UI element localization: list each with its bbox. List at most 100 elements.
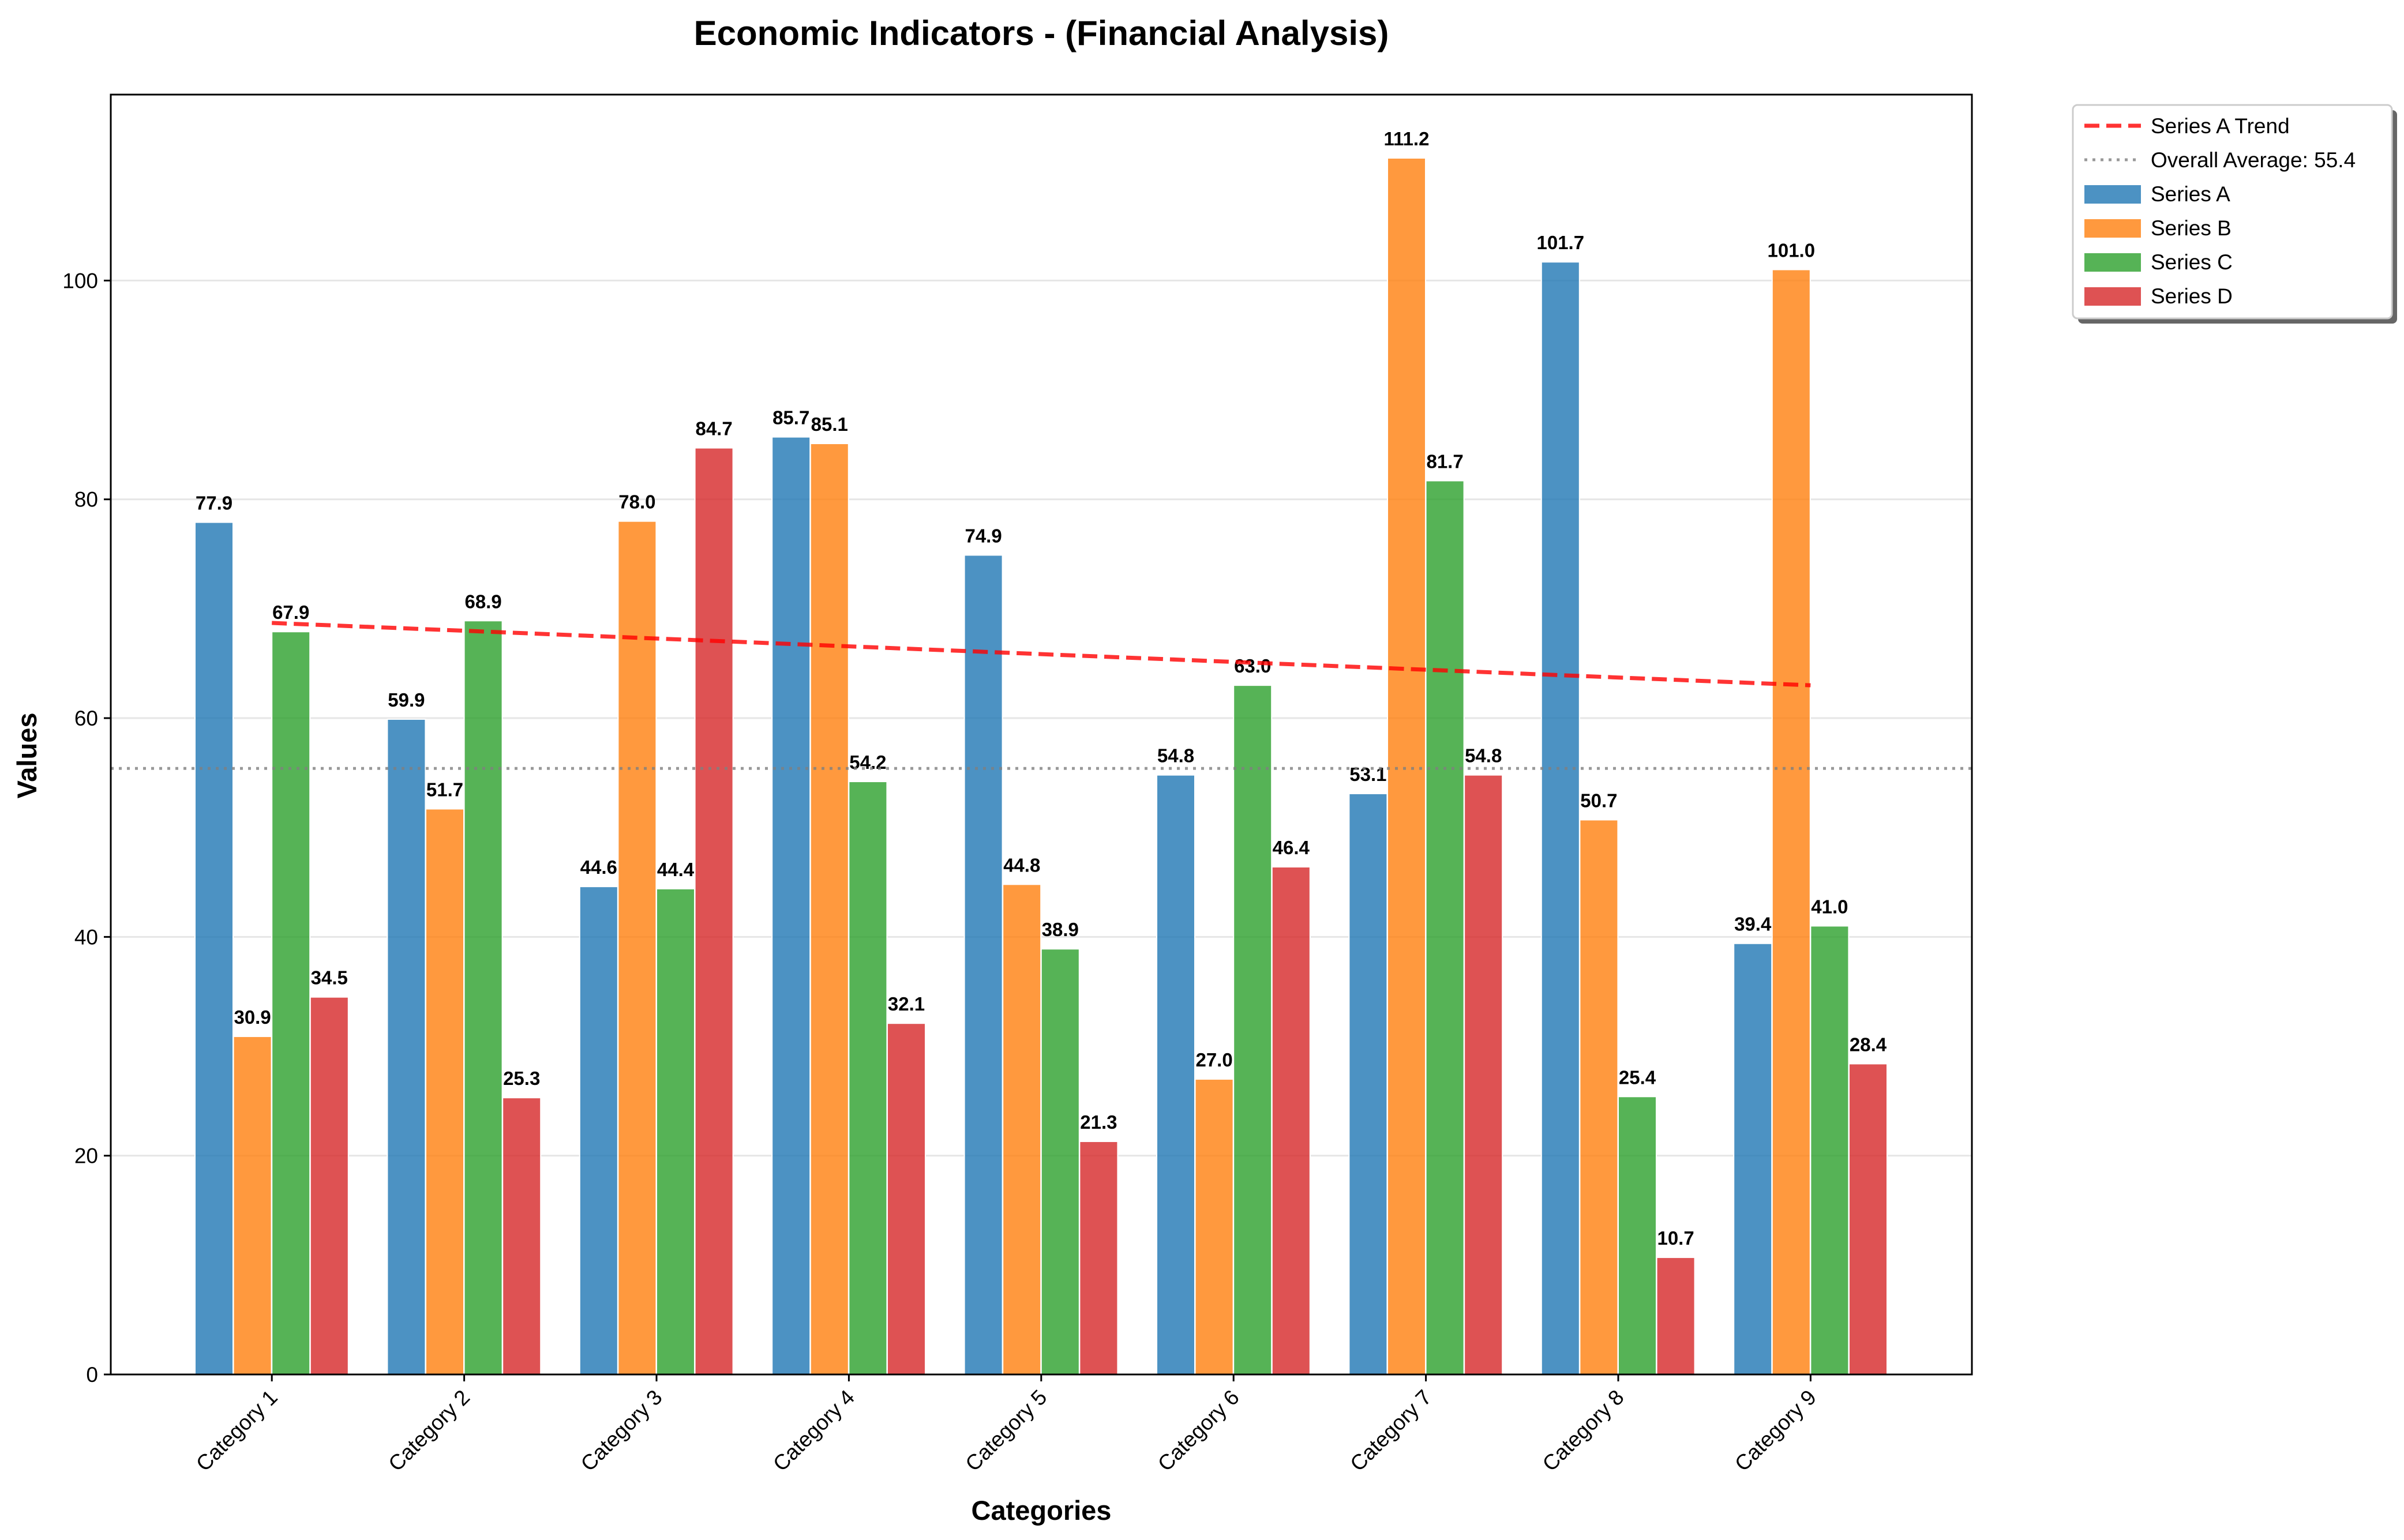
- x-tick-label: Category 9: [1730, 1385, 1821, 1476]
- legend-label: Series A: [2151, 182, 2230, 206]
- plot-area: 0 20 40 60 80 100 77.9 30.9 67.9 34.5 59.9 51.7 68.9…: [62, 93, 1973, 1476]
- bar-series-a: [771, 436, 811, 1376]
- bar-series-d: [694, 447, 734, 1375]
- bar-value-label: 78.0: [618, 491, 655, 513]
- bar-value-label: 39.4: [1734, 914, 1772, 935]
- x-tick-label: Category 5: [961, 1385, 1051, 1476]
- bar-value-label: 10.7: [1657, 1227, 1694, 1249]
- bar-series-c: [271, 631, 311, 1375]
- legend-swatch: [2084, 253, 2141, 272]
- bar-value-label: 63.0: [1234, 655, 1271, 677]
- bar-series-a: [1540, 261, 1580, 1376]
- bar-value-label: 54.8: [1465, 745, 1502, 767]
- bar-series-c: [848, 781, 888, 1375]
- trend-line: [272, 621, 1811, 688]
- legend-label: Series B: [2151, 216, 2232, 240]
- legend-swatch: [2084, 287, 2141, 306]
- x-axis-label: Categories: [972, 1495, 1112, 1526]
- x-tick-label: Category 6: [1153, 1385, 1244, 1476]
- bar-value-label: 34.5: [311, 967, 348, 989]
- legend-label: Series A Trend: [2151, 114, 2290, 138]
- bar-series-b: [617, 520, 657, 1376]
- x-tick-label: Category 3: [576, 1385, 667, 1476]
- bar-series-c: [1425, 480, 1465, 1375]
- bar-value-label: 46.4: [1273, 837, 1310, 858]
- bar-value-label: 101.0: [1768, 239, 1816, 261]
- bar-series-d: [1079, 1141, 1119, 1375]
- bar-value-label: 50.7: [1580, 790, 1617, 811]
- bar-value-label: 41.0: [1811, 896, 1848, 917]
- y-tick-label: 20: [74, 1144, 98, 1168]
- bar-value-label: 28.4: [1850, 1034, 1887, 1055]
- bar-series-b: [425, 808, 464, 1375]
- bar-value-label: 30.9: [234, 1006, 271, 1028]
- bar-series-a: [387, 718, 426, 1375]
- bar-series-c: [1040, 948, 1080, 1375]
- bar-series-b: [1387, 157, 1426, 1375]
- bar-series-d: [1656, 1257, 1696, 1376]
- legend-swatch: [2084, 185, 2141, 204]
- legend-label: Series D: [2151, 284, 2233, 308]
- bar-series-b: [809, 443, 849, 1375]
- x-tick-label: Category 1: [192, 1385, 282, 1476]
- bar-value-label: 44.6: [580, 857, 617, 878]
- y-tick-label: 40: [74, 925, 98, 949]
- bar-series-b: [1194, 1078, 1234, 1375]
- bar-series-c: [463, 620, 503, 1375]
- bar-value-label: 85.1: [811, 414, 848, 435]
- bar-series-c: [656, 888, 695, 1375]
- bar-value-label: 101.7: [1537, 232, 1585, 253]
- bar-value-label: 38.9: [1042, 919, 1079, 940]
- bar-series-d: [309, 996, 349, 1375]
- bar-value-label: 44.4: [657, 859, 695, 880]
- x-tick-label: Category 8: [1538, 1385, 1629, 1476]
- bar-value-label: 81.7: [1426, 450, 1463, 472]
- bar-series-a: [1348, 792, 1388, 1375]
- bar-series-d: [502, 1097, 542, 1375]
- bar-series-b: [1002, 884, 1042, 1376]
- y-tick-label: 0: [86, 1363, 98, 1387]
- bar-series-a: [1156, 774, 1195, 1375]
- bar-value-label: 25.3: [503, 1068, 540, 1089]
- bar-value-label: 32.1: [888, 993, 925, 1015]
- bar-value-label: 68.9: [464, 591, 501, 612]
- x-tick-label: Category 7: [1345, 1385, 1436, 1476]
- chart-title: Economic Indicators - (Financial Analysi…: [694, 14, 1389, 52]
- y-tick-label: 80: [74, 488, 98, 512]
- legend-label: Overall Average: 55.4: [2151, 148, 2356, 172]
- legend-box: [2072, 104, 2393, 320]
- bar-series-a: [194, 521, 234, 1375]
- bar-series-a: [1733, 942, 1773, 1375]
- x-tick-label: Category 2: [384, 1385, 474, 1476]
- bar-series-a: [579, 886, 618, 1375]
- bar-series-c: [1810, 925, 1850, 1375]
- x-tick-label: Category 4: [768, 1385, 859, 1476]
- bar-series-d: [1848, 1063, 1888, 1376]
- bar-value-label: 44.8: [1003, 854, 1040, 876]
- legend-label: Series C: [2151, 250, 2233, 274]
- bar-value-label: 51.7: [426, 779, 463, 800]
- y-tick-label: 60: [74, 707, 98, 730]
- bar-series-c: [1618, 1096, 1657, 1376]
- bar-series-d: [1464, 774, 1503, 1375]
- bar-value-label: 74.9: [965, 525, 1002, 546]
- bar-value-label: 84.7: [695, 418, 732, 440]
- bar-series-b: [1771, 269, 1811, 1375]
- bar-series-a: [963, 554, 1003, 1375]
- bar-value-label: 85.7: [772, 407, 809, 429]
- bar-value-label: 54.8: [1157, 745, 1194, 767]
- bar-series-d: [887, 1023, 926, 1375]
- bar-series-b: [1579, 819, 1619, 1375]
- bar-series-d: [1271, 866, 1311, 1375]
- bar-value-label: 25.4: [1619, 1066, 1656, 1088]
- bar-value-label: 21.3: [1080, 1111, 1117, 1133]
- bar-value-label: 77.9: [196, 493, 232, 514]
- bar-value-label: 67.9: [272, 602, 309, 623]
- y-tick-label: 100: [62, 269, 98, 292]
- bar-value-label: 111.2: [1384, 128, 1430, 149]
- y-axis-label: Values: [12, 713, 42, 799]
- legend: Series A Trend Overall Average: 55.4 Serie…: [2072, 104, 2397, 324]
- legend-swatch: [2084, 219, 2141, 238]
- bar-value-label: 53.1: [1349, 764, 1386, 785]
